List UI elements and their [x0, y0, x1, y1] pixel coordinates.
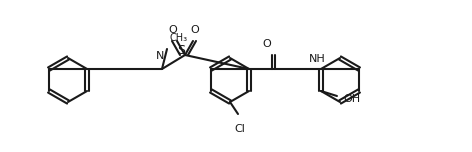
- Text: O: O: [191, 25, 199, 35]
- Text: CH₃: CH₃: [170, 33, 188, 43]
- Text: OH: OH: [343, 94, 360, 104]
- Text: S: S: [177, 43, 185, 57]
- Text: NH: NH: [309, 54, 326, 64]
- Text: O: O: [262, 39, 271, 49]
- Text: Cl: Cl: [235, 124, 245, 134]
- Text: N: N: [156, 51, 164, 61]
- Text: O: O: [169, 25, 177, 35]
